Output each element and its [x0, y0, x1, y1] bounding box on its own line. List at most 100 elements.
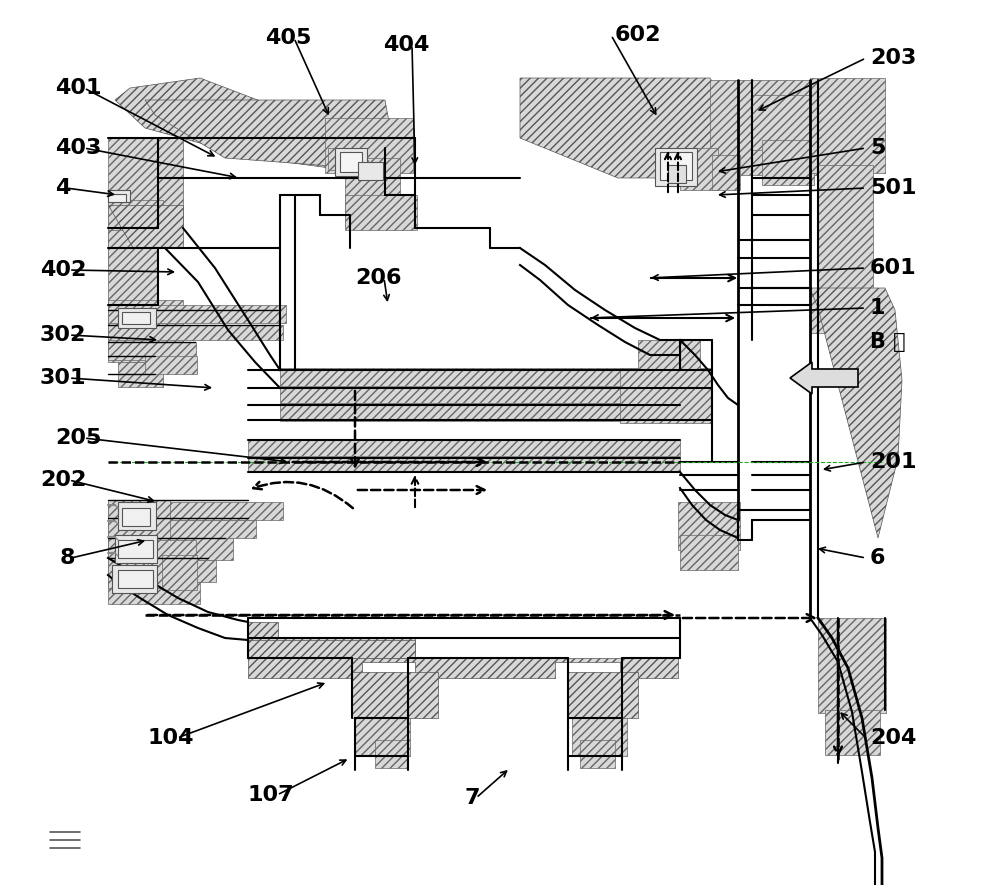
Polygon shape	[352, 672, 438, 718]
Text: 401: 401	[55, 78, 102, 98]
Bar	[668, 165, 686, 183]
Text: 205: 205	[55, 428, 101, 448]
Bar	[325, 118, 413, 173]
Bar	[340, 152, 362, 172]
Bar	[638, 340, 700, 370]
Bar	[108, 520, 256, 538]
Bar	[678, 502, 740, 550]
Bar	[762, 140, 814, 185]
Bar	[712, 155, 740, 190]
Bar	[810, 78, 885, 173]
Text: 302: 302	[40, 325, 86, 345]
Text: 402: 402	[40, 260, 86, 280]
Polygon shape	[568, 672, 638, 718]
Bar	[572, 718, 627, 756]
Bar	[108, 500, 170, 588]
Bar	[108, 305, 286, 323]
Text: 5: 5	[870, 138, 885, 158]
Bar	[825, 710, 880, 755]
Bar	[680, 148, 718, 190]
Bar	[108, 325, 283, 340]
Bar	[375, 740, 407, 768]
Text: B 向: B 向	[870, 332, 906, 352]
Bar	[818, 165, 873, 295]
Text: 206: 206	[355, 268, 402, 288]
Bar	[108, 194, 126, 202]
Text: 4: 4	[55, 178, 70, 198]
FancyArrow shape	[790, 362, 858, 394]
Polygon shape	[248, 658, 678, 678]
Bar	[108, 248, 158, 313]
Bar	[115, 535, 157, 563]
Bar	[108, 310, 176, 340]
Bar	[620, 368, 712, 423]
Bar	[752, 95, 820, 150]
Bar	[108, 502, 283, 520]
Bar	[108, 582, 200, 604]
Bar	[108, 538, 233, 560]
Bar	[148, 540, 196, 588]
Text: 601: 601	[870, 258, 917, 278]
Bar	[118, 308, 156, 328]
Bar	[122, 508, 150, 526]
Bar	[108, 138, 183, 226]
Bar	[810, 288, 882, 333]
Bar	[248, 440, 680, 456]
Bar	[280, 388, 675, 403]
Bar	[108, 342, 196, 360]
Bar	[112, 565, 157, 593]
Bar	[818, 618, 886, 713]
Bar	[145, 356, 197, 374]
Bar	[660, 152, 692, 180]
Bar	[122, 312, 150, 324]
Bar	[358, 162, 383, 180]
Bar	[118, 540, 153, 558]
Bar	[108, 200, 163, 248]
Polygon shape	[520, 78, 730, 178]
Bar	[108, 300, 183, 345]
Bar	[118, 502, 156, 530]
Text: 301: 301	[40, 368, 87, 388]
Text: 201: 201	[870, 452, 916, 472]
Text: 8: 8	[60, 548, 76, 568]
Bar	[118, 362, 163, 387]
Bar	[108, 560, 216, 582]
Bar	[355, 718, 410, 756]
Bar	[335, 148, 367, 176]
Polygon shape	[810, 288, 902, 538]
Bar	[680, 535, 738, 570]
Text: 104: 104	[148, 728, 194, 748]
Text: 1: 1	[870, 298, 886, 318]
Polygon shape	[115, 78, 365, 168]
Text: 403: 403	[55, 138, 101, 158]
Bar	[350, 160, 368, 178]
Bar	[108, 340, 163, 362]
Text: 203: 203	[870, 48, 916, 68]
Bar	[108, 190, 130, 202]
Text: 501: 501	[870, 178, 916, 198]
Bar	[655, 148, 697, 186]
Text: 7: 7	[465, 788, 480, 808]
Bar	[345, 195, 417, 230]
Bar	[580, 740, 615, 768]
Text: 107: 107	[248, 785, 295, 805]
Polygon shape	[108, 205, 183, 270]
Text: 405: 405	[265, 28, 311, 48]
Polygon shape	[145, 100, 395, 168]
Bar	[162, 555, 197, 590]
Bar	[248, 458, 680, 472]
Bar	[345, 158, 400, 226]
Text: 202: 202	[40, 470, 86, 490]
Polygon shape	[248, 622, 415, 655]
Bar	[280, 368, 675, 386]
Bar	[280, 403, 675, 421]
Text: 404: 404	[383, 35, 429, 55]
Bar	[118, 570, 153, 588]
Text: 204: 204	[870, 728, 916, 748]
Bar	[108, 230, 150, 265]
Text: 6: 6	[870, 548, 886, 568]
Bar	[328, 148, 353, 170]
Bar	[710, 80, 830, 175]
Polygon shape	[248, 640, 415, 658]
Text: 602: 602	[615, 25, 662, 45]
